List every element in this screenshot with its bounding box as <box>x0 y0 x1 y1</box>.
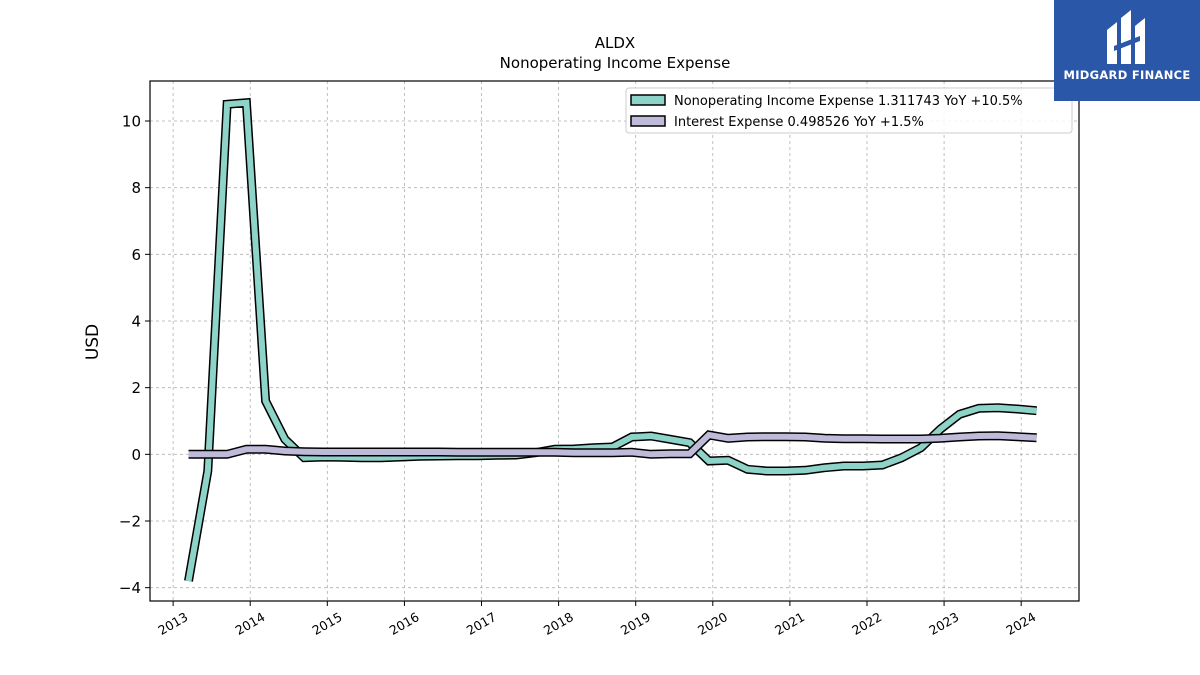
plot-series <box>184 97 1037 582</box>
y-tick-label: 6 <box>131 246 141 264</box>
y-tick-label: 10 <box>122 113 141 131</box>
y-tick-label: 8 <box>131 179 141 197</box>
y-axis-label: USD <box>83 324 103 360</box>
legend-box <box>625 87 1073 134</box>
y-tick-label: −4 <box>119 579 141 597</box>
y-tick-label: 4 <box>131 313 141 331</box>
series-line-0 <box>185 99 1037 582</box>
legend-label-nonoperating: Nonoperating Income Expense 1.311743 YoY… <box>674 94 1023 109</box>
logo-text: MIDGARD FINANCE <box>1063 68 1191 82</box>
y-tick-label: −2 <box>119 513 141 531</box>
logo-icon <box>1107 10 1145 64</box>
plot-frame <box>149 80 1080 602</box>
y-tick-label: 0 <box>131 446 141 464</box>
legend-swatch-nonoperating <box>630 94 666 106</box>
chart-subtitle: Nonoperating Income Expense <box>500 54 731 72</box>
chart-title: ALDX <box>595 34 635 52</box>
y-tick-label: 2 <box>131 379 141 397</box>
legend-swatch-interest <box>630 115 666 127</box>
brand-logo: MIDGARD FINANCE <box>1054 0 1200 101</box>
legend: Nonoperating Income Expense 1.311743 YoY… <box>625 87 1073 134</box>
series-line-1 <box>188 431 1037 458</box>
y-axis: −4 −2 0 2 4 6 8 10 <box>119 113 150 597</box>
legend-label-interest: Interest Expense 0.498526 YoY +1.5% <box>674 115 924 130</box>
